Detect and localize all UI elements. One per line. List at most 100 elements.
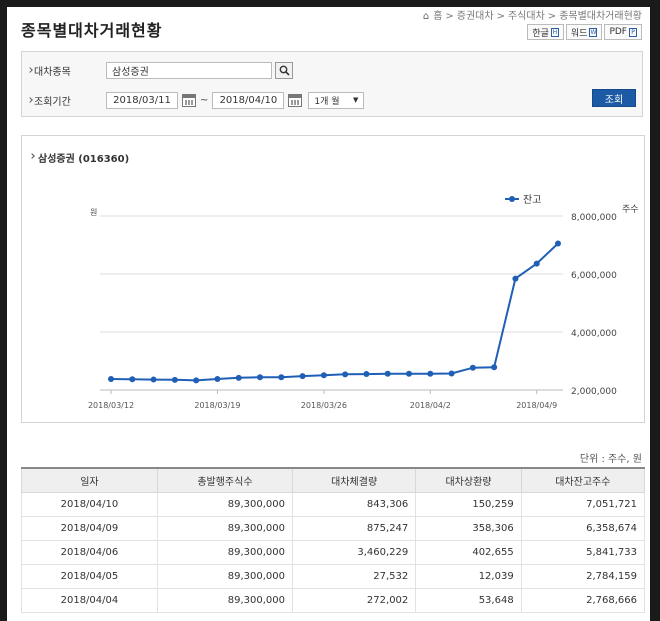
data-point [257, 374, 263, 381]
x-tick-label: 2018/03/19 [194, 401, 240, 410]
table-cell: 2,768,666 [520, 587, 646, 613]
y-tick-label: 2,000,000 [571, 387, 617, 397]
table-cell: 6,358,674 [520, 515, 646, 541]
calendar-icon[interactable] [288, 93, 303, 107]
data-point [193, 377, 200, 384]
table-cell: 89,300,000 [156, 587, 294, 613]
period-select[interactable]: 1개 월 ▼ [308, 91, 365, 109]
table-cell: 402,655 [415, 539, 522, 565]
data-point [427, 370, 434, 377]
date-from-input[interactable]: 2018/03/11 [106, 91, 178, 109]
table-cell: 89,300,000 [156, 491, 294, 517]
legend-label: 잔고 [523, 194, 541, 206]
table-cell: 2018/04/09 [21, 515, 158, 541]
table-header-row: 일자 총발행주식수 대차체결량 대차상환량 대차잔고주수 [21, 467, 646, 493]
column-header: 일자 [21, 467, 158, 493]
table-cell: 272,002 [292, 587, 417, 613]
table-cell: 2018/04/10 [21, 491, 158, 517]
breadcrumb-home[interactable]: 홈 [433, 11, 443, 22]
page-frame: 종목별대차거래현황 ⌂ 홈 > 증권대차 > 주식대차 > 종목별대차거래현황 한글 H 워드 W… [7, 7, 650, 621]
data-point [129, 376, 136, 383]
dropdown-arrow-icon: ▼ [353, 96, 359, 104]
breadcrumb-lending[interactable]: 증권대차 [456, 11, 494, 22]
query-button[interactable]: 조회 [592, 89, 636, 107]
table-row: 2018/04/05 89,300,000 27,532 12,039 2,784,15… [21, 563, 646, 589]
table-cell: 2018/04/05 [21, 563, 158, 589]
data-point [150, 376, 157, 383]
table-cell: 3,460,229 [292, 539, 417, 565]
data-point [512, 275, 519, 282]
column-header: 대차체결량 [292, 467, 417, 493]
export-pdf-button[interactable]: PDF P [604, 24, 642, 40]
stock-label: 대차종목 [22, 63, 106, 78]
table-cell: 2018/04/04 [21, 587, 158, 613]
table-cell: 89,300,000 [156, 515, 294, 541]
table-cell: 89,300,000 [156, 539, 294, 565]
stock-input[interactable]: 삼성증권 [106, 61, 272, 79]
table-row: 2018/04/04 89,300,000 272,002 53,648 2,768,6… [21, 587, 646, 613]
page-title: 종목별대차거래현황 [21, 21, 163, 40]
x-tick-label: 2018/03/12 [88, 401, 134, 410]
breadcrumb-stock-lending[interactable]: 주식대차 [507, 11, 545, 22]
breadcrumb-current: 종목별대차거래현황 [559, 11, 642, 22]
data-point [299, 373, 306, 380]
data-point [278, 374, 285, 381]
breadcrumb: ⌂ 홈 > 증권대차 > 주식대차 > 종목별대차거래현황 [423, 7, 642, 22]
data-point [171, 376, 178, 383]
export-word-button[interactable]: 워드 W [565, 24, 603, 40]
stock-search-row: 대차종목 삼성증권 [22, 58, 293, 82]
chart-panel: 삼성증권 (016360) 2,000,000 4,000,000 6,000,00… [21, 135, 645, 423]
y-tick-label: 6,000,000 [571, 271, 617, 281]
date-to-input[interactable]: 2018/04/10 [212, 91, 285, 109]
data-point [214, 375, 221, 382]
chevron-right-icon: > [445, 11, 454, 22]
table-row: 2018/04/09 89,300,000 875,247 358,306 6,358,… [21, 515, 646, 541]
legend-marker [509, 196, 515, 202]
period-label: 조회기간 [22, 93, 106, 108]
y-tick-label: 8,000,000 [571, 213, 617, 223]
x-tick-label: 2018/03/26 [301, 401, 347, 410]
data-point [342, 371, 349, 378]
data-point [448, 370, 455, 377]
chart-heading: 삼성증권 (016360) [30, 150, 129, 165]
column-header: 대차상환량 [415, 467, 522, 493]
data-point [320, 372, 327, 379]
table-cell: 27,532 [292, 563, 417, 589]
chevron-right-icon: > [547, 11, 557, 22]
table-cell: 89,300,000 [156, 563, 294, 589]
export-toolbar: 한글 H 워드 W PDF P [525, 24, 642, 40]
data-point [384, 370, 391, 377]
data-point [491, 364, 498, 371]
hwp-file-icon: H [550, 27, 559, 37]
table-cell: 53,648 [415, 587, 522, 613]
table-cell: 12,039 [415, 563, 522, 589]
search-panel: 대차종목 삼성증권 조회기간 2018/03/11 ~ 2018/04/10 1… [21, 51, 643, 117]
table-cell: 150,259 [415, 491, 522, 517]
pdf-file-icon: P [629, 27, 637, 37]
data-point [533, 260, 540, 267]
x-tick-label: 2018/04/9 [516, 401, 557, 410]
table-cell: 7,051,721 [520, 491, 646, 517]
stock-search-button[interactable] [275, 61, 293, 79]
table-cell: 2018/04/06 [21, 539, 158, 565]
table-cell: 843,306 [292, 491, 417, 517]
column-header: 총발행주식수 [156, 467, 294, 493]
period-search-row: 조회기간 2018/03/11 ~ 2018/04/10 1개 월 ▼ [22, 88, 365, 112]
table-cell: 5,841,733 [520, 539, 646, 565]
column-header: 대차잔고주수 [520, 467, 646, 493]
right-axis-label: 주수 [622, 204, 639, 215]
x-tick-label: 2018/04/2 [410, 401, 451, 410]
table-cell: 2,784,159 [520, 563, 646, 589]
left-axis-label: 원 [90, 208, 97, 217]
y-tick-label: 4,000,000 [571, 329, 617, 339]
data-point [235, 374, 242, 381]
calendar-icon[interactable] [182, 93, 196, 107]
home-icon[interactable]: ⌂ [422, 11, 430, 22]
export-hwp-button[interactable]: 한글 H [527, 24, 564, 40]
unit-note: 단위 : 주수, 원 [579, 454, 642, 465]
table-cell: 358,306 [415, 515, 522, 541]
chevron-right-icon: > [496, 11, 505, 22]
lending-table: 일자 총발행주식수 대차체결량 대차상환량 대차잔고주수 2018/04/10 89,30… [21, 467, 646, 613]
date-separator: ~ [200, 94, 209, 106]
table-row: 2018/04/10 89,300,000 843,306 150,259 7,051,… [21, 491, 646, 517]
